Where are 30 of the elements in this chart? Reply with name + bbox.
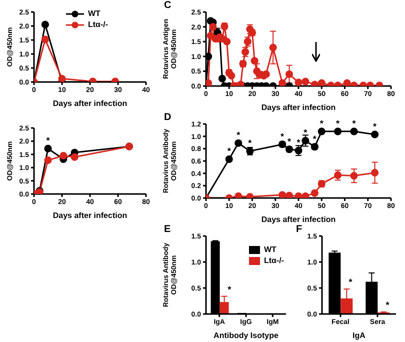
legend-label: Ltα-/- (264, 256, 284, 265)
annotation: * (296, 138, 301, 148)
annotation: * (236, 130, 241, 140)
x-axis-title: Antibody Isotype (214, 331, 279, 340)
annotation: * (312, 134, 317, 144)
annotation: * (352, 118, 356, 128)
annotation: * (386, 300, 390, 310)
annotation: * (320, 118, 324, 128)
x-axis-title: IgA (352, 331, 366, 340)
chart-title: D (164, 112, 172, 123)
annotation: * (228, 284, 232, 294)
x-axis-title: Days after infection (261, 215, 336, 224)
annotation: * (304, 128, 308, 138)
annotation: * (46, 136, 50, 146)
x-axis-title: Days after infection (261, 103, 336, 112)
legend-label: WT (264, 245, 276, 254)
annotation: * (280, 131, 285, 142)
legend-label: Ltα-/- (88, 20, 108, 29)
chart-title: E (164, 224, 171, 235)
x-axis-title: Days after infection (52, 99, 128, 108)
chart-title: F (296, 224, 302, 235)
x-axis-title: Days after infection (52, 211, 128, 220)
legend-label: WT (88, 9, 100, 18)
annotation: * (227, 146, 232, 156)
annotation: * (248, 138, 252, 148)
annotation: * (348, 277, 353, 288)
annotation: * (336, 118, 340, 128)
chart-title: C (164, 0, 172, 11)
annotation: * (373, 121, 378, 132)
annotation: * (287, 136, 292, 146)
